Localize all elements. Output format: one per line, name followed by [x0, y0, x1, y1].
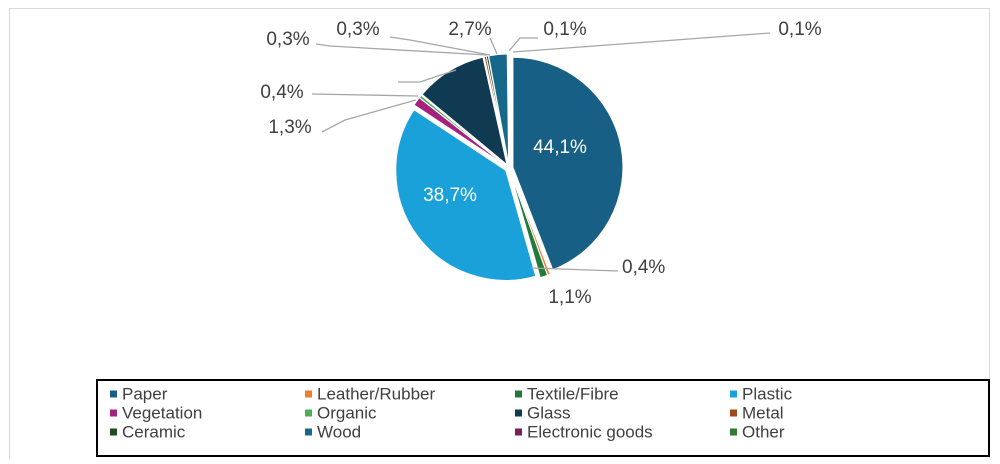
legend-label: Paper: [122, 384, 168, 403]
leader-line: [315, 43, 488, 56]
pie-slice: [507, 53, 510, 165]
data-label: 38,7%: [423, 185, 477, 206]
legend-label: Glass: [527, 403, 570, 422]
legend-label: Organic: [317, 403, 377, 422]
data-label: 0,4%: [622, 257, 665, 278]
legend-label: Wood: [317, 422, 361, 441]
leader-line: [512, 32, 771, 53]
pie-slice: [418, 94, 507, 166]
pie-slice: [421, 56, 508, 166]
legend-marker: [305, 409, 312, 417]
legend-marker: [110, 390, 117, 398]
legend-label: Leather/Rubber: [317, 384, 435, 403]
pie-slice: [512, 56, 624, 271]
chart-frame: [9, 8, 990, 464]
legend-label: Plastic: [742, 384, 793, 403]
data-label: 0,4%: [260, 82, 303, 103]
legend-label: Textile/Fibre: [527, 384, 619, 403]
leader-line: [489, 37, 498, 55]
data-label: 0,3%: [336, 19, 379, 40]
data-label: 1,1%: [548, 287, 591, 308]
legend-marker: [515, 390, 522, 398]
data-label: 0,1%: [778, 19, 821, 40]
legend-label: Ceramic: [122, 422, 186, 441]
data-label: 0,3%: [266, 29, 309, 50]
legend-box: [96, 379, 990, 457]
data-label: 1,3%: [268, 117, 311, 138]
leader-line: [321, 99, 417, 133]
data-label: 0,1%: [543, 19, 586, 40]
legend-marker: [110, 428, 117, 436]
legend-label: Other: [742, 422, 785, 441]
data-label: 44,1%: [533, 137, 587, 158]
leader-line: [398, 69, 457, 83]
legend-marker: [515, 428, 522, 436]
data-label: 2,7%: [448, 19, 491, 40]
leader-line: [508, 37, 538, 52]
legend-label: Electronic goods: [527, 422, 653, 441]
legend-marker: [730, 428, 737, 436]
legend-label: Vegetation: [122, 403, 202, 422]
pie-slice: [395, 108, 537, 281]
legend-marker: [305, 390, 312, 398]
legend-marker: [515, 409, 522, 417]
legend-marker: [110, 409, 117, 417]
legend-marker: [730, 390, 737, 398]
leader-line: [389, 36, 491, 56]
leader-line: [530, 267, 619, 272]
legend-marker: [305, 428, 312, 436]
leader-line: [311, 93, 419, 97]
legend-label: Metal: [742, 403, 784, 422]
legend-marker: [730, 409, 737, 417]
pie-slice: [509, 171, 549, 279]
